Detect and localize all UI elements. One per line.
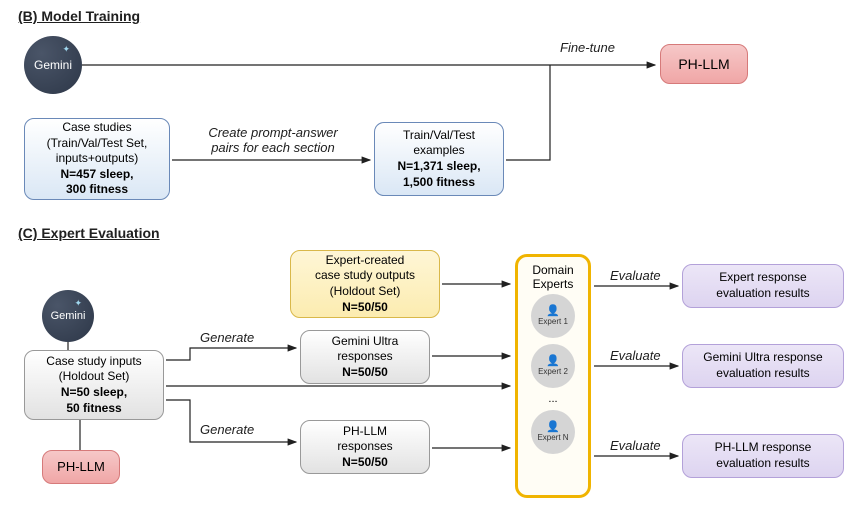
expert2-label: Expert 2: [538, 367, 568, 376]
experts-subtitle: Experts: [533, 277, 574, 291]
gr-l1: Gemini Ultra: [332, 334, 399, 350]
gr-l3: N=50/50: [342, 365, 388, 381]
ex-l4: 1,500 fitness: [403, 175, 475, 191]
expertn-label: Expert N: [537, 433, 568, 442]
cs-l2: (Train/Val/Test Set,: [47, 136, 148, 152]
gr-l2: responses: [337, 349, 392, 365]
person-icon: 👤: [546, 306, 560, 317]
cp-l1: Create prompt-answer: [208, 125, 337, 140]
finetune-label: Fine-tune: [560, 40, 615, 55]
expert-outputs-box: Expert-created case study outputs (Holdo…: [290, 250, 440, 318]
experts-panel: Domain Experts 👤 Expert 1 👤 Expert 2 ...…: [515, 254, 591, 498]
evaluate-label-2: Evaluate: [610, 348, 661, 363]
gemini-node-c: Gemini: [42, 290, 94, 342]
rg-l1: Gemini Ultra response: [703, 350, 822, 366]
ci-l1: Case study inputs: [46, 354, 141, 370]
eo-l2: case study outputs: [315, 268, 415, 284]
person-icon: 👤: [546, 422, 560, 433]
phllm-box-c: PH-LLM: [42, 450, 120, 484]
evaluate-label-1: Evaluate: [610, 268, 661, 283]
pr-l3: N=50/50: [342, 455, 388, 471]
section-b-title: (B) Model Training: [18, 8, 140, 24]
person-icon: 👤: [546, 356, 560, 367]
phllm-c-label: PH-LLM: [57, 459, 105, 476]
rp-l2: evaluation results: [716, 456, 809, 472]
ex-l3: N=1,371 sleep,: [397, 159, 480, 175]
ci-l4: 50 fitness: [66, 401, 121, 417]
result-expert-box: Expert response evaluation results: [682, 264, 844, 308]
cp-l2: pairs for each section: [211, 140, 335, 155]
case-studies-box: Case studies (Train/Val/Test Set, inputs…: [24, 118, 170, 200]
re-l2: evaluation results: [716, 286, 809, 302]
re-l1: Expert response: [719, 270, 806, 286]
ci-l2: (Holdout Set): [59, 369, 130, 385]
ci-l3: N=50 sleep,: [61, 385, 127, 401]
cs-l3: inputs+outputs): [56, 151, 138, 167]
gemini-resp-box: Gemini Ultra responses N=50/50: [300, 330, 430, 384]
phllm-resp-box: PH-LLM responses N=50/50: [300, 420, 430, 474]
gemini-label-b: Gemini: [34, 58, 72, 72]
eo-l3: (Holdout Set): [330, 284, 401, 300]
cs-l4: N=457 sleep,: [60, 167, 133, 183]
pr-l1: PH-LLM: [343, 424, 387, 440]
cs-l1: Case studies: [62, 120, 131, 136]
cs-l5: 300 fitness: [66, 182, 128, 198]
experts-dots: ...: [548, 393, 557, 405]
generate-label-1: Generate: [200, 330, 254, 345]
rg-l2: evaluation results: [716, 366, 809, 382]
evaluate-label-3: Evaluate: [610, 438, 661, 453]
phllm-b-label: PH-LLM: [678, 55, 729, 73]
result-phllm-box: PH-LLM response evaluation results: [682, 434, 844, 478]
rp-l1: PH-LLM response: [715, 440, 812, 456]
ex-l2: examples: [413, 143, 464, 159]
examples-box: Train/Val/Test examples N=1,371 sleep, 1…: [374, 122, 504, 196]
pr-l2: responses: [337, 439, 392, 455]
phllm-box-b: PH-LLM: [660, 44, 748, 84]
gemini-node-b: Gemini: [24, 36, 82, 94]
expert-2: 👤 Expert 2: [531, 344, 575, 388]
section-c-title: (C) Expert Evaluation: [18, 225, 160, 241]
create-prompt-label: Create prompt-answer pairs for each sect…: [188, 125, 358, 155]
gemini-label-c: Gemini: [51, 310, 86, 322]
expert1-label: Expert 1: [538, 317, 568, 326]
eo-l1: Expert-created: [326, 253, 405, 269]
expert-n: 👤 Expert N: [531, 410, 575, 454]
result-gemini-box: Gemini Ultra response evaluation results: [682, 344, 844, 388]
ex-l1: Train/Val/Test: [403, 128, 475, 144]
generate-label-2: Generate: [200, 422, 254, 437]
expert-1: 👤 Expert 1: [531, 294, 575, 338]
case-inputs-box: Case study inputs (Holdout Set) N=50 sle…: [24, 350, 164, 420]
experts-title: Domain: [532, 263, 573, 277]
eo-l4: N=50/50: [342, 300, 388, 316]
